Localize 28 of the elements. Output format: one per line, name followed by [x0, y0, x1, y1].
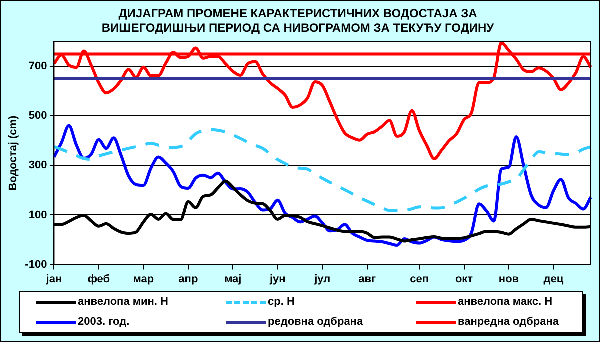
chart-title: ДИЈАГРАМ ПРОМЕНЕ КАРАКТЕРИСТИЧНИХ ВОДОСТАЈА ЗА ВИШЕГОДИШЊИ ПЕРИОД СА НИВОГРАМОМ ЗА ТЕКУЋУ ГОДИНУ [102, 6, 495, 35]
legend-label: анвелопа мин. Н [78, 296, 168, 308]
x-tick-label: дец [544, 273, 564, 286]
x-tick-label: мар [133, 273, 154, 286]
y-tick-label: 100 [28, 209, 48, 222]
legend-label: ванредна одбрана [458, 316, 559, 328]
line-series [52, 42, 592, 160]
legend-label: ср. Н [268, 296, 295, 308]
y-tick-label: 300 [28, 160, 48, 172]
x-tick-label: јан [45, 273, 62, 286]
x-tick-label: авг [358, 273, 376, 286]
line-series [52, 128, 592, 212]
y-tick-label: 700 [28, 60, 48, 73]
y-tick-label: -100 [25, 258, 48, 271]
x-tick-label: апр [178, 273, 198, 286]
y-tick-label: 500 [28, 110, 48, 122]
x-tick-label: сеп [410, 273, 429, 286]
x-tick-label: окт [455, 273, 474, 286]
y-axis-title: Водостај (cm) [8, 115, 20, 191]
x-tick-label: феб [88, 273, 110, 286]
legend-label: анвелопа макс. Н [458, 296, 553, 308]
x-tick-label: јул [314, 273, 331, 286]
x-tick-label: нов [498, 273, 520, 286]
x-tick-label: јун [268, 273, 286, 286]
legend-label: 2003. год. [78, 316, 130, 328]
line-series [52, 124, 592, 247]
x-tick-label: мај [224, 273, 242, 286]
legend-label: редовна одбрана [268, 316, 364, 328]
